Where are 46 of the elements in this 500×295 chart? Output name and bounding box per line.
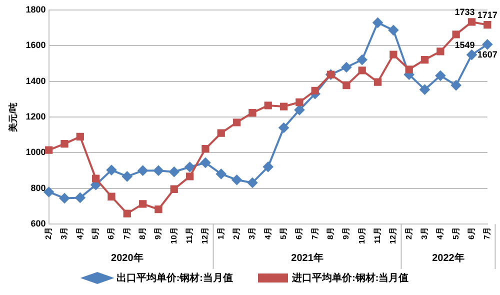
x-tick-label: 5月 (91, 227, 100, 240)
x-tick-label: 4月 (263, 227, 272, 240)
x-tick-label: 8月 (138, 227, 148, 240)
x-tick-label: 9月 (342, 227, 351, 240)
y-tick-label: 1200 (26, 112, 46, 122)
x-tick-label: 10月 (169, 227, 178, 244)
x-tick-label: 5月 (278, 227, 288, 240)
legend-label: 出口平均单价:钢材:当月值 (116, 272, 234, 284)
text: 2021年 (291, 252, 324, 264)
y-axis-title: 美元/吨 (8, 102, 18, 133)
x-tick-label: 9月 (154, 227, 163, 240)
x-tick-label: 7月 (482, 227, 492, 240)
x-tick-label: 7月 (122, 227, 132, 240)
x-tick-label: 1月 (216, 227, 226, 240)
x-tick-label: 4月 (436, 227, 445, 240)
text: 2020年 (111, 252, 144, 264)
x-tick-label: 3月 (248, 227, 257, 240)
x-tick-label: 4月 (75, 227, 84, 240)
x-tick-label: 6月 (106, 227, 116, 240)
data-label: 1733 (454, 6, 475, 17)
x-tick-label: 10月 (357, 227, 366, 244)
x-tick-label: 2月 (232, 227, 241, 240)
data-label: 1717 (477, 10, 498, 20)
y-tick-label: 1600 (26, 40, 46, 50)
x-tick-label: 6月 (294, 227, 304, 240)
data-label: 1549 (454, 40, 475, 50)
x-tick-label: 11月 (372, 227, 382, 244)
x-tick-label: 3月 (60, 227, 69, 240)
y-tick-label: 1800 (26, 4, 46, 14)
x-tick-label: 7月 (310, 227, 320, 240)
x-tick-label: 2月 (44, 227, 54, 240)
y-tick-label: 1400 (26, 76, 46, 86)
y-tick-label: 800 (30, 182, 46, 193)
y-tick-label: 600 (30, 218, 46, 229)
data-label: 1607 (477, 49, 498, 60)
x-tick-label: 6月 (466, 227, 476, 240)
text: 2022年 (432, 252, 464, 264)
x-tick-label: 3月 (420, 227, 429, 240)
y-tick-label: 1000 (26, 147, 46, 158)
x-tick-label: 2月 (404, 227, 414, 240)
x-tick-label: 5月 (451, 227, 460, 240)
x-tick-label: 12月 (388, 227, 398, 244)
x-tick-label: 8月 (326, 227, 335, 240)
x-tick-label: 12月 (200, 227, 210, 244)
x-tick-label: 11月 (184, 227, 194, 244)
legend-label: 进口平均单价:钢材:当月值 (291, 272, 409, 284)
